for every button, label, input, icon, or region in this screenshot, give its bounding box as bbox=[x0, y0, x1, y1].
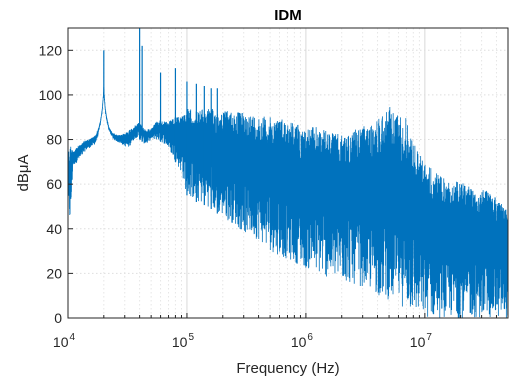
data-layer bbox=[67, 28, 509, 318]
x-axis: 104 105 106 107 bbox=[53, 313, 509, 350]
x-tick-label: 104 bbox=[53, 332, 76, 350]
x-tick-label: 106 bbox=[291, 332, 314, 350]
y-tick-label: 100 bbox=[39, 87, 63, 103]
y-tick-label: 60 bbox=[46, 176, 62, 192]
plot-frame bbox=[67, 27, 509, 319]
x-tick-label: 105 bbox=[172, 332, 195, 350]
y-tick-label: 0 bbox=[54, 310, 62, 326]
x-tick-label: 107 bbox=[410, 332, 433, 350]
chart-title: IDM bbox=[274, 7, 302, 24]
y-axis-label: dBμA bbox=[15, 155, 32, 192]
x-axis-label: Frequency (Hz) bbox=[236, 360, 339, 377]
y-tick-label: 80 bbox=[46, 132, 62, 148]
y-tick-label: 40 bbox=[46, 221, 62, 237]
idm-spectrum-trace bbox=[67, 86, 509, 318]
y-axis: 0 20 40 60 80 100 120 bbox=[39, 42, 73, 326]
y-tick-label: 120 bbox=[39, 42, 63, 58]
y-tick-label: 20 bbox=[46, 265, 62, 281]
